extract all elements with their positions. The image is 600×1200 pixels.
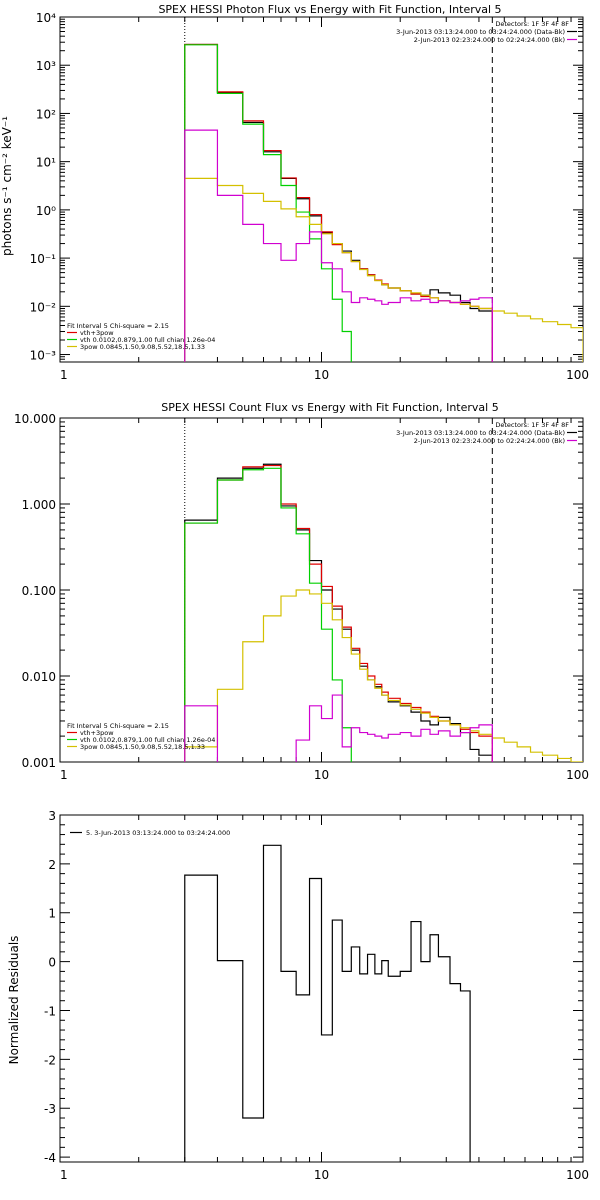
plot-area: 1 10 100 10⁴ 10³ 10² 10¹ 10⁰ 10⁻¹ 10⁻² 10⁻³ Detecto… [30, 11, 589, 382]
legend-bottom-left: Fit Interval 5 Chi-square = 2.15vth+3pow… [67, 722, 215, 751]
y-tick-label: 10⁻³ [30, 349, 57, 363]
series-bk [184, 129, 493, 362]
legend-bottom-left: Fit Interval 5 Chi-square = 2.15vth+3pow… [67, 322, 215, 351]
panel-title: SPEX HESSI Count Flux vs Energy with Fit… [161, 401, 498, 414]
y-tick-label: -2 [44, 1053, 56, 1067]
photon-flux-panel: SPEX HESSI Photon Flux vs Energy with Fi… [0, 3, 589, 382]
x-tick-label: 100 [566, 1168, 589, 1182]
legend-entry-label: 2-Jun-2013 02:23:24.000 to 02:24:24.000 … [414, 437, 565, 445]
series-vth-3pow [184, 43, 493, 362]
legend-entry-label: vth+3pow [80, 729, 114, 737]
y-tick-label: -1 [44, 1004, 56, 1018]
series-data-bk [184, 43, 493, 362]
legend-entry-label: vth 0.0102,0.879,1.00 full chian 1.26e-0… [80, 336, 215, 344]
y-tick-label: 3 [48, 809, 56, 823]
legend-entry-label: vth+3pow [80, 329, 114, 337]
legend-title: Fit Interval 5 Chi-square = 2.15 [67, 722, 169, 730]
x-tick-label: 10 [314, 768, 329, 782]
residuals-panel: Normalized Residuals 1 10 1003210-1-2-3-45… [7, 809, 589, 1182]
y-tick-label: 10² [36, 107, 56, 121]
series-residuals [184, 844, 471, 1162]
legend-top-right: Detectors: 1F 3F 4F 8F3-Jun-2013 03:13:2… [396, 421, 577, 445]
series-group [184, 844, 471, 1162]
plot-frame [59, 16, 584, 363]
y-tick-label: 10.000 [14, 412, 56, 426]
y-tick-label: 0.100 [22, 584, 56, 598]
legend-entry-label: 3pow 0.0845,1.50,9.08,5.52,18.5,1.33 [80, 743, 205, 751]
legend-top-right: Detectors: 1F 3F 4F 8F3-Jun-2013 03:13:2… [396, 20, 577, 44]
series-vth-3pow [184, 464, 493, 762]
y-tick-label: 10⁴ [36, 11, 56, 25]
x-tick-label: 10 [314, 368, 329, 382]
legend-entry-label: 5. 3-Jun-2013 03:13:24.000 to 03:24:24.0… [86, 829, 230, 837]
y-tick-label: 10¹ [36, 156, 56, 170]
y-tick-label: 1 [48, 907, 56, 921]
legend-entry-label: 3pow 0.0845,1.50,9.08,5.52,18.5,1.33 [80, 343, 205, 351]
legend-title: Detectors: 1F 3F 4F 8F [495, 20, 569, 28]
y-tick-label: 2 [48, 858, 56, 872]
legend-entry-label: 2-Jun-2013 02:23:24.000 to 02:24:24.000 … [414, 36, 565, 44]
x-tick-label: 10 [314, 1168, 329, 1182]
x-tick-label: 1 [60, 768, 68, 782]
count-flux-panel: SPEX HESSI Count Flux vs Energy with Fit… [14, 401, 589, 782]
y-tick-label: 1.000 [22, 498, 56, 512]
y-tick-label: 0 [48, 956, 56, 970]
x-tick-label: 100 [566, 368, 589, 382]
series-3pow [184, 177, 583, 362]
series-3pow [184, 589, 583, 762]
series-vth [184, 467, 352, 762]
y-tick-label: 0.001 [22, 756, 56, 770]
series-data-bk [184, 463, 493, 762]
x-tick-label: 1 [60, 1168, 68, 1182]
series-group [184, 43, 583, 362]
y-tick-label: 10³ [36, 59, 56, 73]
plot-area: 1 10 100 10.000 1.000 0.100 0.010 0.001 Detector… [14, 412, 589, 782]
legend-title: Detectors: 1F 3F 4F 8F [495, 421, 569, 429]
panel-title: SPEX HESSI Photon Flux vs Energy with Fi… [158, 3, 501, 16]
legend-title: Fit Interval 5 Chi-square = 2.15 [67, 322, 169, 330]
y-tick-label: 0.010 [22, 670, 56, 684]
series-group [184, 463, 583, 762]
series-bk [184, 694, 493, 762]
y-tick-label: 10⁻¹ [30, 252, 57, 266]
y-tick-label: -3 [44, 1102, 56, 1116]
x-tick-label: 1 [60, 368, 68, 382]
y-tick-label: -4 [44, 1151, 56, 1165]
y-axis-label: photons s⁻¹ cm⁻² keV⁻¹ [0, 116, 14, 256]
y-tick-label: 10⁻² [30, 300, 57, 314]
legend-entry-label: 3-Jun-2013 03:13:24.000 to 03:24:24.000 … [396, 28, 565, 36]
y-axis-label: Normalized Residuals [7, 936, 21, 1065]
y-tick-label: 10⁰ [36, 204, 56, 218]
legend-entry-label: 3-Jun-2013 03:13:24.000 to 03:24:24.000 … [396, 429, 565, 437]
legend-entry-label: vth 0.0102,0.879,1.00 full chian 1.26e-0… [80, 736, 215, 744]
x-tick-label: 100 [566, 768, 589, 782]
legend-top-left: 5. 3-Jun-2013 03:13:24.000 to 03:24:24.0… [70, 829, 230, 837]
